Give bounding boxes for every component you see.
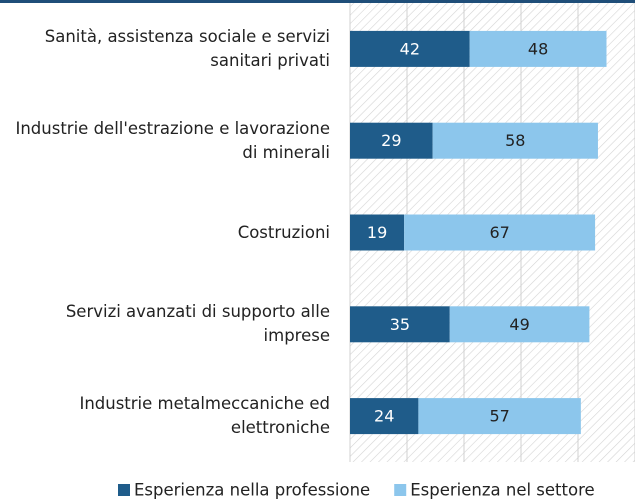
data-label: 35 [390, 315, 410, 334]
bar-segment [418, 398, 581, 435]
category-label: Industrie metalmeccaniche ed elettronich… [79, 394, 330, 438]
category-label: Sanità, assistenza sociale e servizi san… [44, 26, 330, 70]
bar-segment [350, 214, 405, 251]
category-label: Costruzioni [237, 222, 330, 242]
category-label: Servizi avanzati di supporto alle impres… [65, 302, 330, 346]
bar-segment [350, 306, 450, 343]
data-label: 49 [509, 315, 529, 334]
bar-segment [350, 122, 433, 159]
data-label: 58 [505, 131, 525, 150]
category-label: Industrie dell'estrazione e lavorazione … [15, 118, 330, 162]
data-label: 42 [400, 39, 420, 58]
data-label: 67 [489, 223, 509, 242]
legend-label: Esperienza nella professione [134, 481, 370, 500]
legend-swatch [118, 484, 130, 496]
top-border [0, 0, 635, 3]
bar-segment [404, 214, 596, 251]
legend-swatch [394, 484, 407, 496]
bar-segment [449, 306, 590, 343]
legend-label: Esperienza nel settore [410, 481, 594, 500]
data-label: 48 [528, 39, 548, 58]
bar-segment [350, 30, 470, 67]
data-label: 57 [489, 407, 509, 426]
bar-segment [432, 122, 598, 159]
data-label: 29 [381, 131, 401, 150]
bar-segment [469, 30, 607, 67]
data-label: 19 [367, 223, 387, 242]
data-label: 24 [374, 407, 394, 426]
bar-segment [350, 398, 419, 435]
